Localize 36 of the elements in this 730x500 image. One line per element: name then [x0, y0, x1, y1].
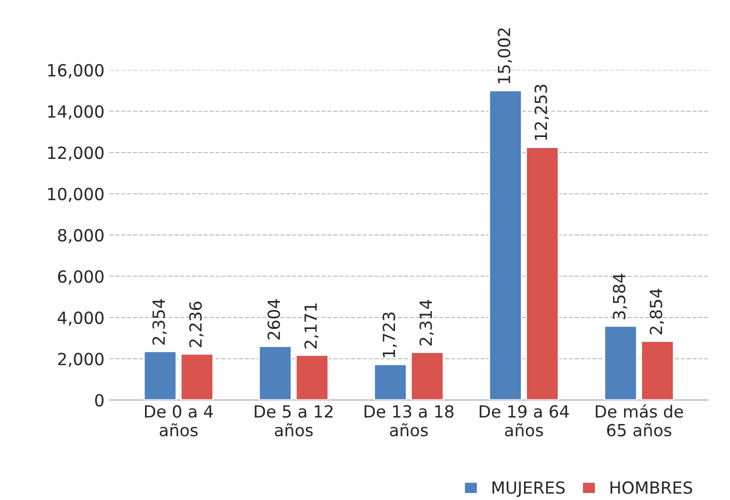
bar: [258, 346, 292, 400]
legend-label: MUJERES: [492, 481, 565, 497]
bar: [180, 353, 214, 400]
legend-label: HOMBRES: [610, 481, 692, 494]
data-label: 2,314: [419, 300, 434, 346]
y-tick-label: 2,000: [58, 352, 104, 368]
data-label: 2604: [267, 299, 280, 340]
y-tick-label: 14,000: [48, 105, 104, 120]
y-tick-label: 10,000: [48, 188, 104, 202]
y-tick-label: 16,000: [48, 64, 104, 78]
bar: [374, 364, 408, 400]
y-tick-label: 0: [95, 394, 104, 407]
x-tick-label: De 5 a 12 años: [254, 405, 333, 436]
data-label: 2,236: [189, 302, 204, 348]
bar: [604, 325, 638, 400]
bar: [488, 90, 522, 400]
data-label: 2,854: [650, 288, 664, 334]
bar: [526, 146, 560, 400]
data-label: 15,002: [498, 28, 512, 84]
y-tick-label: 6,000: [58, 270, 104, 285]
x-tick-label: De 13 a 18 años: [364, 405, 454, 436]
bar: [410, 352, 444, 400]
data-label: 1,723: [382, 312, 397, 358]
y-tick-label: 4,000: [58, 311, 104, 326]
x-tick-label: De más de 65 años: [596, 404, 683, 436]
y-tick-label: 12,000: [48, 146, 104, 161]
bar: [143, 350, 177, 400]
x-tick-label: De 0 a 4 años: [145, 405, 213, 436]
data-label: 2,171: [304, 303, 319, 348]
data-label: 3,584: [612, 274, 628, 320]
bar: [295, 354, 329, 400]
y-tick-label: 8,000: [58, 228, 104, 244]
x-tick-label: De 19 a 64 años: [480, 405, 569, 436]
data-label: 2,354: [152, 299, 167, 345]
bar: [640, 340, 674, 400]
data-label: 12,253: [534, 84, 549, 140]
